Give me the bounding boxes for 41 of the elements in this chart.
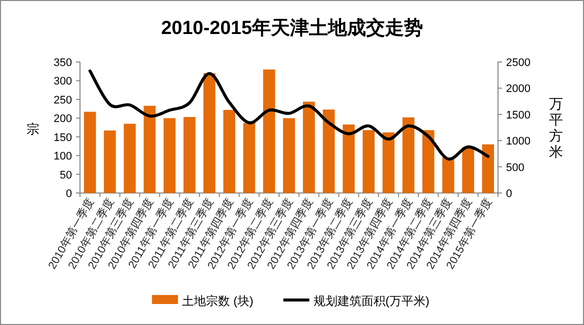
y-tick-label: 100 [54, 150, 72, 163]
y-tick-label: 300 [54, 76, 72, 88]
y-tick-label: 0 [66, 188, 72, 200]
legend-label: 土地宗数 (块) [182, 294, 254, 308]
y2-axis-title: 万平方米 [549, 96, 563, 160]
y-tick-label: 150 [54, 132, 72, 144]
y-tick-label: 200 [54, 113, 72, 126]
bar [144, 106, 156, 193]
bar [462, 146, 474, 193]
bar [442, 157, 454, 193]
legend-label: 规划建筑面积(万平米) [313, 294, 430, 308]
y-tick-label: 250 [54, 94, 72, 106]
y2-tick-label: 500 [506, 162, 524, 174]
bar [223, 110, 236, 193]
bar [482, 144, 494, 193]
line-series [88, 69, 490, 160]
y-axis-title: 宗 [26, 122, 40, 136]
bar [203, 73, 216, 193]
bar [382, 132, 394, 193]
bar [164, 118, 176, 193]
bar [322, 110, 335, 193]
bar [283, 118, 295, 193]
bar [184, 117, 196, 193]
bar [263, 69, 276, 193]
y2-tick-label: 1000 [506, 136, 530, 148]
bar [422, 130, 434, 193]
bar [342, 124, 355, 193]
bar [84, 112, 96, 193]
bar [104, 130, 116, 193]
y2-tick-label: 2000 [506, 83, 530, 96]
y-tick-label: 50 [60, 169, 72, 182]
chart-title: 2010-2015年天津土地成交走势 [161, 17, 423, 39]
y-tick-label: 350 [54, 57, 72, 69]
bar [402, 117, 414, 193]
bar [362, 130, 375, 193]
y2-tick-label: 0 [506, 188, 512, 200]
bar [243, 123, 256, 193]
bar [124, 124, 136, 193]
y2-tick-label: 1500 [506, 109, 530, 122]
y2-tick-label: 2500 [506, 57, 530, 69]
bar [302, 102, 315, 193]
